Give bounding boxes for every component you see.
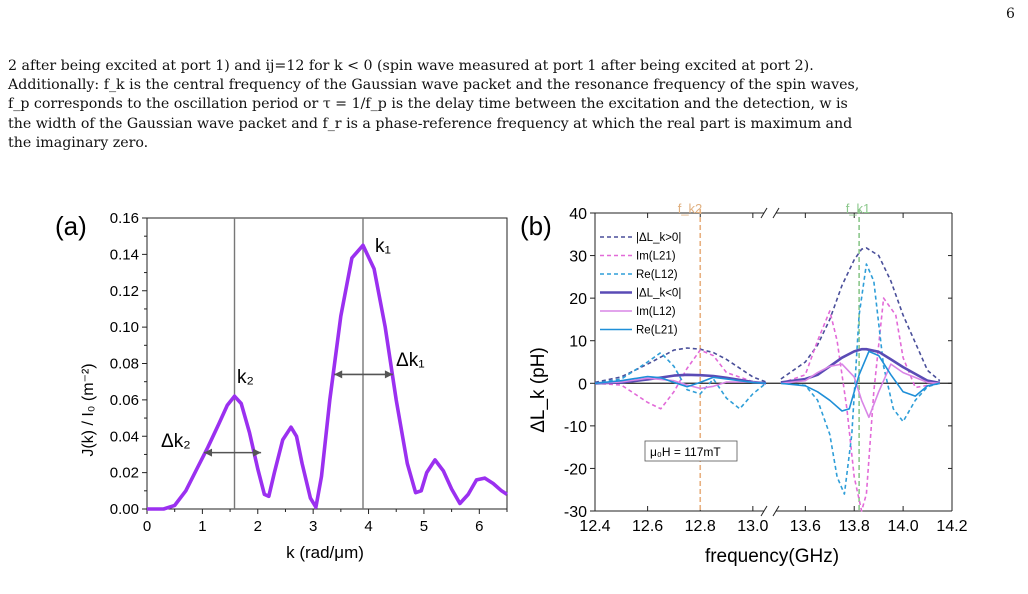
x-tick-label-a: 3 bbox=[309, 518, 317, 535]
y-tick-label-b: 40 bbox=[569, 206, 587, 223]
y-tick-label-a: 0.06 bbox=[110, 392, 139, 409]
axis-break-mark bbox=[772, 505, 780, 517]
y-tick-label-a: 0.00 bbox=[110, 501, 139, 518]
annotation-k1: k₁ bbox=[375, 236, 391, 257]
x-axis-label-b: frequency(GHz) bbox=[705, 546, 839, 567]
annotation-dk2: Δk₂ bbox=[161, 431, 191, 452]
y-tick-label-b: -20 bbox=[564, 461, 587, 478]
series-curve-high bbox=[780, 247, 941, 382]
series-curve-high bbox=[780, 363, 940, 419]
legend-label: Re(L12) bbox=[636, 269, 678, 281]
series-curve-low bbox=[594, 349, 767, 410]
y-tick-label-b: 20 bbox=[569, 291, 587, 308]
legend-label: Im(L12) bbox=[636, 306, 676, 318]
width-arrow-dk1-head bbox=[384, 370, 393, 379]
field-label-box bbox=[644, 440, 738, 462]
axis-break-mark bbox=[760, 207, 768, 219]
y-tick-label-a: 0.12 bbox=[110, 283, 139, 300]
x-axis-label-a: k (rad/μm) bbox=[286, 543, 364, 562]
x-tick-label-a: 4 bbox=[364, 518, 372, 535]
series-curve-low bbox=[594, 351, 767, 410]
y-tick-label-b: -10 bbox=[564, 419, 587, 436]
x-tick-label-b: 13.8 bbox=[839, 518, 870, 535]
series-curve-low bbox=[594, 347, 767, 384]
legend-label: |ΔL_k<0| bbox=[636, 288, 681, 300]
page-number: 6 bbox=[1006, 6, 1015, 22]
figure-b: (b) -30 -20 -10 0 10 20 30 40 12.4 12.6 12.8 13.0 13… bbox=[520, 201, 968, 567]
x-tick-label-b: 13.0 bbox=[737, 518, 768, 535]
series-curve-high bbox=[780, 350, 940, 412]
y-tick-label-b: -30 bbox=[564, 504, 587, 521]
series-curve-high bbox=[780, 263, 941, 495]
y-tick-label-a: 0.04 bbox=[110, 428, 139, 445]
legend: |ΔL_k>0| Im(L21) Re(L12) |ΔL_k<0| Im(L12) Re(… bbox=[600, 232, 681, 337]
axis-break-mark bbox=[772, 207, 780, 219]
annotation-dk1: Δk₁ bbox=[396, 350, 425, 371]
top-label-fk2: f_k2 bbox=[678, 201, 703, 216]
paragraph-line: the width of the Gaussian wave packet an… bbox=[8, 115, 853, 132]
annotation-k2: k₂ bbox=[237, 367, 254, 388]
x-tick-label-b: 14.0 bbox=[888, 518, 919, 535]
paragraph-line: the imaginary zero. bbox=[8, 134, 149, 151]
y-axis-label-a: J(k) / I₀ (m⁻²) bbox=[80, 363, 97, 456]
axis-break-mark bbox=[760, 505, 768, 517]
x-tick-label-a: 1 bbox=[198, 518, 206, 535]
y-tick-label-a: 0.08 bbox=[110, 356, 139, 373]
panel-label-b: (b) bbox=[520, 211, 552, 241]
legend-label: Im(L21) bbox=[636, 251, 676, 263]
x-tick-label-a: 5 bbox=[420, 518, 428, 535]
series-curve-high bbox=[780, 297, 940, 512]
width-arrow-dk2-head bbox=[204, 448, 213, 457]
x-tick-label-b: 12.6 bbox=[632, 518, 663, 535]
legend-label: Re(L21) bbox=[636, 325, 678, 337]
body-paragraph: 2 after being excited at port 1) and ij=… bbox=[8, 57, 1020, 153]
legend-label: |ΔL_k>0| bbox=[636, 232, 681, 244]
x-tick-label-b: 12.4 bbox=[579, 518, 610, 535]
series-curve-low bbox=[594, 377, 767, 390]
paragraph-line: Additionally: f_k is the central frequen… bbox=[8, 77, 860, 94]
series-curve-high bbox=[780, 347, 941, 385]
x-tick-label-a: 6 bbox=[475, 518, 483, 535]
field-label: μ₀H = 117mT bbox=[650, 445, 721, 459]
top-label-fk1: f_k1 bbox=[846, 201, 871, 216]
y-tick-label-b: 0 bbox=[578, 376, 587, 393]
paragraph-line: 2 after being excited at port 1) and ij=… bbox=[8, 58, 814, 74]
y-tick-label-a: 0.10 bbox=[110, 319, 139, 336]
spectrum-curve bbox=[147, 243, 508, 511]
figure-a: (a) 0.00 0.02 0.04 0.06 0.08 0.10 0.12 0.14 0.16… bbox=[55, 210, 508, 562]
panel-label-a: (a) bbox=[55, 211, 87, 241]
y-axis-label-b: ΔL_k (pH) bbox=[528, 347, 549, 433]
y-tick-label-a: 0.02 bbox=[110, 465, 139, 482]
x-tick-label-b: 12.8 bbox=[685, 518, 716, 535]
y-tick-label-a: 0.14 bbox=[110, 246, 139, 263]
series-curve-low bbox=[594, 375, 767, 388]
y-tick-label-a: 0.16 bbox=[110, 210, 139, 227]
paragraph-line: f_p corresponds to the oscillation perio… bbox=[8, 96, 848, 113]
x-tick-label-a: 0 bbox=[143, 518, 151, 535]
plot-frame-a bbox=[146, 217, 508, 510]
width-arrow-dk2-head bbox=[253, 448, 262, 457]
width-arrow-dk1-head bbox=[334, 370, 343, 379]
x-tick-label-a: 2 bbox=[254, 518, 262, 535]
x-tick-label-b: 13.6 bbox=[790, 518, 821, 535]
x-tick-label-b: 14.2 bbox=[936, 518, 967, 535]
y-tick-label-b: 10 bbox=[569, 334, 587, 351]
y-tick-label-b: 30 bbox=[569, 249, 587, 266]
